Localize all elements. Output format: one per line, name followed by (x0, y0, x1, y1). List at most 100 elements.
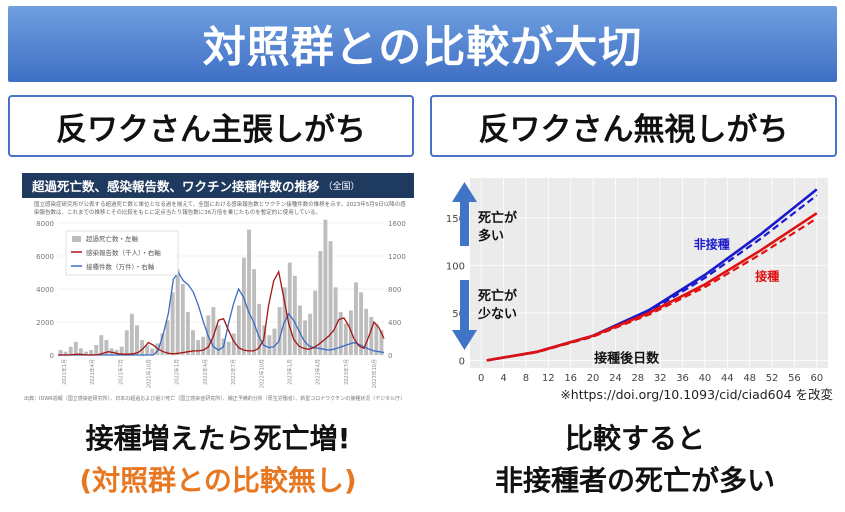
x-tick-label: 2022年1月 (174, 359, 181, 385)
x-axis-label: 接種後日数 (594, 350, 660, 366)
excess-death-bar (170, 292, 175, 355)
excess-death-bar (292, 275, 297, 355)
annotation-less: 死亡が (478, 288, 517, 304)
left-chart: 8000 1600 6000 1200 4000 800 2000 400 0 0 超過死亡数・左軸… (22, 173, 414, 405)
right-axis-tick: 0 (388, 352, 392, 360)
left-axis-tick: 6000 (36, 253, 54, 261)
x-tick-label: 40 (699, 373, 712, 384)
excess-death-bar (287, 262, 292, 355)
series-dashed-line (486, 217, 818, 362)
excess-death-bar (135, 325, 139, 355)
left-chart-title-sub: （全国） (323, 182, 360, 192)
excess-death-bar (247, 229, 251, 355)
excess-death-bar (313, 290, 318, 355)
legend-box (65, 230, 179, 276)
x-tick-label: 48 (743, 373, 756, 384)
excess-death-bar (73, 341, 78, 355)
left-axis-tick: 4000 (36, 286, 54, 294)
excess-death-bar (379, 330, 384, 355)
x-tick-label: 24 (609, 373, 622, 384)
annotation-more: 多い (478, 228, 504, 244)
excess-death-bar (68, 346, 73, 355)
excess-death-bar (165, 320, 170, 355)
excess-death-bar (175, 269, 180, 355)
excess-death-bar (338, 312, 343, 355)
y-tick-label: 100 (446, 261, 465, 272)
excess-death-bar (252, 269, 257, 355)
legend-swatch-bars (72, 236, 81, 242)
excess-death-bar (323, 219, 328, 355)
excess-death-bar (114, 350, 119, 355)
infection-line (58, 269, 385, 356)
annotation-less: 少ない (477, 306, 517, 322)
arrow-up-shaft (460, 202, 469, 246)
excess-death-bar (119, 346, 124, 355)
x-tick-label: 16 (564, 373, 577, 384)
x-tick-label: 12 (542, 373, 555, 384)
excess-death-bar (226, 341, 231, 355)
x-tick-label: 52 (766, 373, 779, 384)
right-tag-box: 反ワクさん無視しがち (430, 95, 837, 157)
x-tick-label: 2022年4月 (202, 359, 209, 385)
right-axis-tick: 1200 (388, 253, 406, 261)
excess-death-bar (145, 345, 150, 355)
excess-death-bar (303, 320, 307, 355)
y-tick-label: 150 (446, 214, 465, 225)
excess-death-bar (99, 335, 104, 355)
left-conclusion-line2: (対照群との比較無し) (79, 464, 357, 497)
banner: 対照群との比較が大切 (8, 6, 837, 82)
excess-death-bar (84, 351, 88, 355)
x-tick-label: 2021年1月 (61, 359, 68, 385)
excess-death-bar (277, 307, 282, 355)
excess-death-bar (63, 351, 68, 355)
excess-death-bar (267, 335, 272, 355)
left-conclusion: 接種増えたら死亡増! (対照群との比較無し) (8, 418, 428, 502)
arrow-up-head (452, 182, 477, 202)
right-axis-tick: 400 (388, 319, 401, 327)
excess-death-bar (196, 340, 201, 355)
excess-death-bar (129, 313, 134, 355)
excess-death-bar (201, 336, 206, 355)
right-chart: 0 50 100 150 0 4 8 12 16 20 24 28 32 36 40 44 48 52 56 60 非接… (436, 170, 838, 402)
excess-death-bar (374, 323, 379, 355)
excess-death-bar (328, 241, 333, 355)
left-chart-title-bar: 超過死亡数、感染報告数、ワクチン接種件数の推移 （全国） (22, 173, 414, 198)
excess-death-bar (298, 305, 302, 355)
excess-death-bar (262, 325, 267, 355)
x-tick-label: 32 (654, 373, 667, 384)
excess-death-bar (89, 350, 94, 355)
right-axis-tick: 1600 (388, 220, 406, 228)
excess-death-bar (236, 305, 241, 355)
arrow-down-shaft (460, 280, 469, 330)
x-tick-label: 2023年10月 (371, 359, 378, 388)
annotation-more: 死亡が (478, 210, 517, 226)
left-chart-source: 出典：IDWR週報（国立感染症研究所）、日本の超過および過少死亡（国立感染症研究… (24, 396, 406, 402)
excess-death-bar (272, 328, 277, 355)
reference-note: ※https://doi.org/10.1093/cid/ciad604 を改変 (560, 387, 833, 402)
x-tick-label: 0 (478, 373, 484, 384)
x-tick-label: 28 (631, 373, 644, 384)
excess-death-bar (354, 282, 358, 355)
arrow-down-head (452, 330, 477, 350)
excess-death-bar (241, 257, 246, 355)
x-tick-label: 2023年4月 (315, 359, 322, 385)
excess-death-bar (216, 325, 221, 355)
left-conclusion-line1: 接種増えたら死亡増! (85, 422, 351, 455)
x-tick-label: 8 (523, 373, 529, 384)
right-axis-tick: 800 (388, 286, 401, 294)
x-tick-label: 44 (721, 373, 734, 384)
excess-death-bar (191, 330, 195, 355)
x-tick-label: 4 (500, 373, 506, 384)
x-tick-label: 56 (788, 373, 801, 384)
right-conclusion: 比較すると 非接種者の死亡が多い (425, 418, 845, 502)
excess-death-bar (333, 287, 338, 355)
right-conclusion-line2: 非接種者の死亡が多い (494, 464, 775, 497)
x-tick-label: 2021年4月 (89, 359, 96, 385)
left-axis-tick: 2000 (36, 319, 54, 327)
excess-death-bar (231, 333, 236, 355)
excess-death-bar (257, 303, 262, 355)
right-tag: 反ワクさん無視しがち (478, 111, 789, 148)
excess-death-bar (150, 348, 155, 355)
x-tick-label: 2021年7月 (117, 359, 124, 385)
